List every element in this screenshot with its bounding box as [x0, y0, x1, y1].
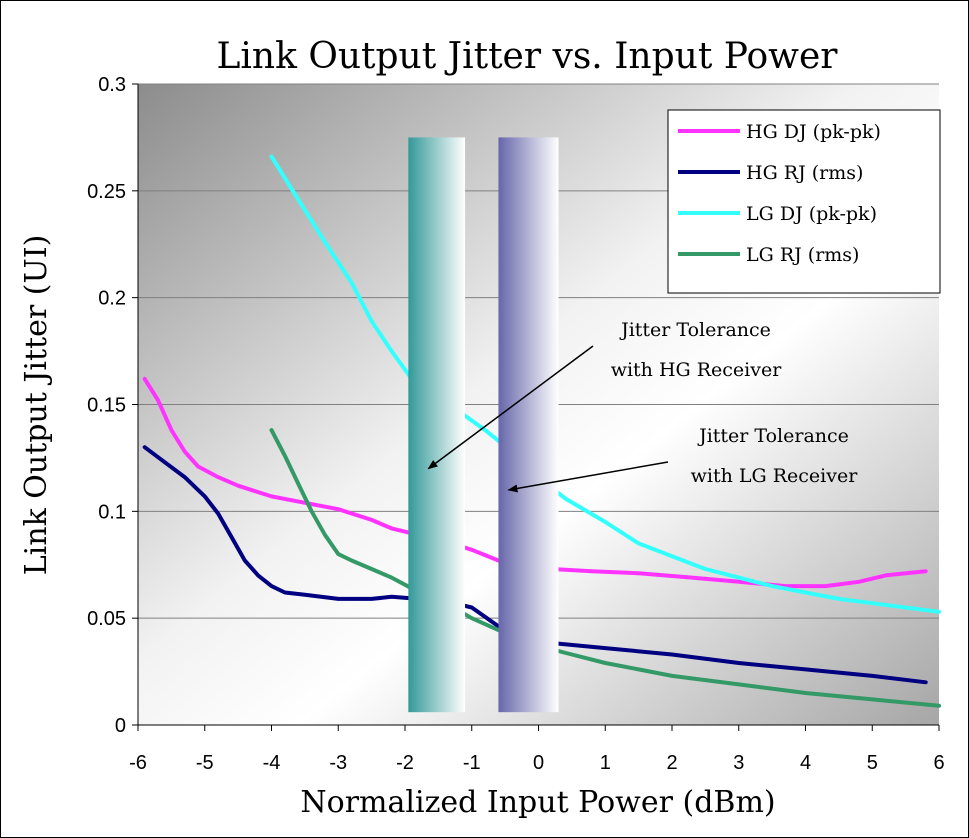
- series-line-3: [269, 428, 941, 708]
- x-tick-label: 2: [666, 752, 677, 774]
- chart-title: Link Output Jitter vs. Input Power: [216, 36, 838, 77]
- legend-label-3: LG RJ (rms): [746, 244, 859, 266]
- annotation-arrow-0: [427, 345, 594, 470]
- legend-label-1: HG RJ (rms): [746, 162, 863, 184]
- x-tick-label: 0: [533, 752, 544, 774]
- y-tick-label: 0.2: [98, 288, 126, 310]
- y-tick-label: 0.25: [87, 181, 126, 203]
- legend-box: [667, 109, 941, 294]
- annotation-line1-1: Jitter Tolerance: [697, 425, 849, 447]
- annotation-line2-0: with HG Receiver: [611, 359, 783, 381]
- tolerance-band-1: [498, 137, 559, 713]
- x-axis-label: Normalized Input Power (dBm): [300, 785, 775, 820]
- annotation-line1-0: Jitter Tolerance: [619, 319, 771, 341]
- x-tick-label: 6: [933, 752, 944, 774]
- x-tick-label: 5: [867, 752, 878, 774]
- annotations: Jitter Tolerance with HG Receiver Jitter T…: [427, 319, 859, 493]
- legend-label-0: HG DJ (pk-pk): [746, 121, 881, 143]
- x-tick-label: 1: [600, 752, 611, 774]
- y-tick-label: 0.3: [98, 74, 126, 96]
- x-tick-label: -1: [463, 752, 481, 774]
- legend: HG DJ (pk-pk) HG RJ (rms) LG DJ (pk-pk) LG …: [667, 109, 941, 294]
- x-tick-label: -4: [263, 752, 281, 774]
- y-axis-label: Link Output Jitter (UI): [19, 235, 54, 576]
- x-tick-label: 4: [800, 752, 811, 774]
- x-tick-label: -2: [396, 752, 414, 774]
- annotation-line2-1: with LG Receiver: [691, 465, 859, 487]
- y-tick-label: 0.1: [98, 501, 126, 523]
- x-tick-label: -5: [196, 752, 214, 774]
- legend-label-2: LG DJ (pk-pk): [746, 203, 877, 225]
- x-tick-label: 3: [733, 752, 744, 774]
- tolerance-band-0: [408, 137, 466, 713]
- annotation-arrow-1: [507, 461, 669, 493]
- x-ticks: -6 -5 -4 -3 -2 -1 0 1 2 3 4 5 6: [129, 725, 945, 774]
- y-ticks: 0 0.05 0.1 0.15 0.2 0.25 0.3: [87, 74, 138, 737]
- series-line-1: [142, 445, 928, 685]
- tolerance-bands: [408, 137, 559, 713]
- x-tick-label: -3: [329, 752, 347, 774]
- y-tick-label: 0.15: [87, 395, 126, 417]
- x-tick-label: -6: [129, 752, 147, 774]
- y-tick-label: 0.05: [87, 608, 126, 630]
- y-tick-label: 0: [115, 715, 126, 737]
